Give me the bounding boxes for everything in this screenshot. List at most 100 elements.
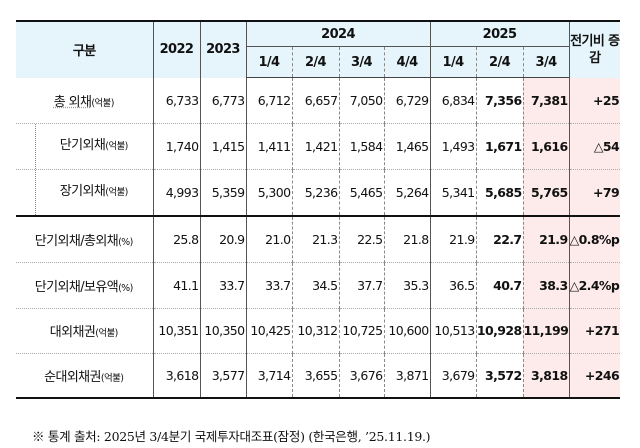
row-label-wrap: 단기외채/보유액(%) [34,279,134,295]
value-cell: 3,577 [199,352,246,399]
row-unit: (억불) [105,141,128,152]
value-cell: 10,350 [199,307,246,353]
value-cell: 1,415 [199,123,246,170]
header-q: 3/4 [338,46,384,78]
row-label-text: 장기외채 [59,184,106,199]
header-q: 1/4 [429,46,477,78]
value-cell: 34.5 [291,261,339,308]
row-unit: (억불) [95,328,118,339]
value-cell: 20.9 [199,215,246,262]
value-cell: 5,465 [338,169,384,216]
row-label: 대외채권(억불) [16,307,153,353]
change-cell: +271 [568,307,621,353]
value-cell: 3,871 [383,352,431,399]
row-label: 단기외채/총외채(%) [16,215,153,262]
header-q: 2/4 [291,46,339,78]
header-q: 1/4 [245,46,292,78]
header-2023: 2023 [199,20,246,78]
value-cell: 10,513 [429,307,477,353]
value-cell: 21.8 [383,215,431,262]
value-cell: 21.9 [522,215,570,262]
row-label-text: 단기외채 [59,138,106,153]
table-row: 대외채권(억불) 10,351 10,350 10,425 10,312 10,725 10… [16,307,621,353]
value-cell: 6,773 [199,77,246,124]
value-cell: 5,300 [245,169,292,216]
row-label: 단기외채(억불) [16,123,153,170]
header-q: 2/4 [475,46,524,78]
value-cell: 3,676 [338,352,384,399]
value-cell: 10,351 [152,307,200,353]
value-cell: 25.8 [152,215,200,262]
value-cell: 3,655 [291,352,339,399]
value-cell: 10,312 [291,307,339,353]
value-cell: 3,572 [475,352,524,399]
value-cell: 37.7 [338,261,384,308]
header-2025: 2025 [429,20,570,47]
value-cell: 3,818 [522,352,570,399]
value-cell: 22.7 [475,215,524,262]
value-cell: 1,740 [152,123,200,170]
value-cell: 3,618 [152,352,200,399]
value-cell: 5,765 [522,169,570,216]
row-label-wrap: 장기외채(억불) [35,170,152,215]
value-cell: 1,616 [522,123,570,170]
value-cell: 6,657 [291,77,339,124]
row-label-wrap: 대외채권(억불) [49,325,119,340]
value-cell: 6,834 [429,77,477,124]
row-label-text: 대외채권 [49,325,96,340]
row-label-text: 순대외채권 [44,369,101,385]
value-cell: 1,465 [383,123,431,170]
change-cell: △54 [568,123,621,170]
value-cell: 40.7 [475,261,524,308]
header-change: 전기비 증감 [568,20,620,78]
value-cell: 41.1 [152,261,200,308]
row-label-wrap: 순대외채권(억불) [44,369,124,385]
value-cell: 21.3 [291,215,339,262]
row-label: 총 외채(억불) [16,78,153,124]
external-debt-table: 구분 2022 2023 2024 2025 전기비 증감 1/4 2/4 3/… [16,20,620,399]
value-cell: 10,928 [475,307,524,353]
value-cell: 10,425 [245,307,292,353]
row-unit: (%) [118,236,133,248]
row-label: 순대외채권(억불) [16,352,153,399]
value-cell: 1,493 [429,123,477,170]
value-cell: 38.3 [522,261,570,308]
value-cell: 3,714 [245,352,292,399]
row-label-text: 총 외채 [53,94,92,110]
change-cell: +246 [568,352,621,399]
row-unit: (억불) [105,187,128,198]
value-cell: 1,421 [291,123,339,170]
value-cell: 21.9 [429,215,477,262]
value-cell: 10,600 [383,307,431,353]
row-label: 장기외채(억불) [16,169,153,216]
source-note: ※ 통계 출처: 2025년 3/4분기 국제투자대조표(잠정) (한국은행, … [32,429,431,444]
value-cell: 1,584 [338,123,384,170]
row-label-wrap: 단기외채/총외채(%) [34,233,134,249]
value-cell: 5,685 [475,169,524,216]
value-cell: 6,733 [152,77,200,124]
table-row: 총 외채(억불) 6,733 6,773 6,712 6,657 7,050 6,729 6,… [16,77,621,124]
row-label: 단기외채/보유액(%) [16,261,153,308]
row-unit: (%) [118,282,133,294]
header-2022: 2022 [152,20,200,78]
header-q: 3/4 [522,46,570,78]
value-cell: 35.3 [383,261,431,308]
row-label-text: 단기외채/총외채 [34,233,119,249]
table-row: 장기외채(억불) 4,993 5,359 5,300 5,236 5,465 5,264 5,… [16,169,621,216]
row-unit: (억불) [91,97,114,109]
row-label-text: 단기외채/보유액 [34,279,119,295]
change-cell: △0.8%p [568,215,621,262]
value-cell: 33.7 [199,261,246,308]
change-cell: +79 [568,169,621,216]
value-cell: 22.5 [338,215,384,262]
header-2024: 2024 [245,20,431,47]
row-label-wrap: 총 외채(억불) [53,94,115,110]
table-row: 순대외채권(억불) 3,618 3,577 3,714 3,655 3,676 3,871 3… [16,352,621,399]
value-cell: 5,341 [429,169,477,216]
table-row: 단기외채/총외채(%) 25.8 20.9 21.0 21.3 22.5 21.8 21.9 2… [16,215,621,262]
change-cell: △2.4%p [568,261,621,308]
header-q: 4/4 [383,46,431,78]
value-cell: 7,356 [475,77,524,124]
value-cell: 5,236 [291,169,339,216]
value-cell: 1,411 [245,123,292,170]
